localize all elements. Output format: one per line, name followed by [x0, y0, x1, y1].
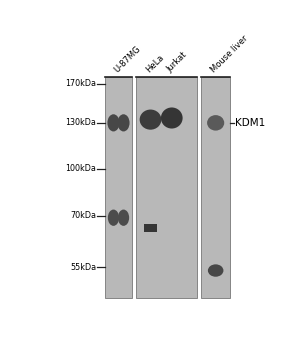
- Ellipse shape: [108, 210, 119, 226]
- Text: U-87MG: U-87MG: [112, 44, 142, 74]
- Text: Jurkat: Jurkat: [165, 51, 189, 74]
- Ellipse shape: [161, 107, 183, 128]
- Ellipse shape: [207, 115, 224, 131]
- Text: KDM1: KDM1: [235, 118, 265, 128]
- Bar: [144, 224, 157, 232]
- Ellipse shape: [208, 264, 223, 277]
- Ellipse shape: [140, 110, 161, 130]
- Bar: [136, 77, 197, 298]
- Ellipse shape: [117, 114, 130, 132]
- Ellipse shape: [107, 114, 119, 132]
- Bar: [201, 77, 230, 298]
- Text: 55kDa: 55kDa: [70, 262, 96, 272]
- Text: 130kDa: 130kDa: [65, 118, 96, 127]
- Text: 100kDa: 100kDa: [65, 164, 96, 173]
- Text: HeLa: HeLa: [144, 53, 165, 74]
- Ellipse shape: [118, 210, 129, 226]
- Text: 70kDa: 70kDa: [70, 211, 96, 220]
- Bar: [106, 77, 132, 298]
- Text: 170kDa: 170kDa: [65, 79, 96, 88]
- Text: Mouse liver: Mouse liver: [209, 34, 250, 74]
